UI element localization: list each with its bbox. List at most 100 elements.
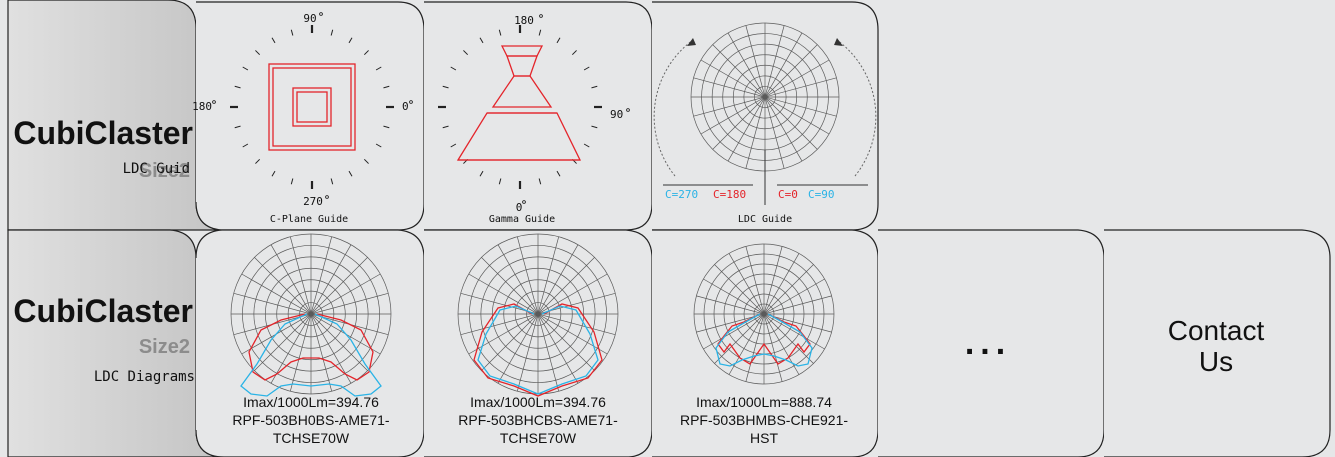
rotation-arrowhead-right — [834, 38, 843, 46]
cplane-deg-top: 90 — [303, 12, 316, 25]
tick-mark — [363, 50, 369, 56]
tick-mark — [234, 125, 241, 129]
polar-center — [761, 311, 767, 317]
tick-mark — [556, 37, 561, 44]
tick-mark — [383, 125, 390, 129]
diagram-3-model-line1: RPF-503BHMBS-CHE921- — [680, 412, 848, 428]
degree-mark — [212, 100, 216, 104]
tick-mark — [290, 29, 294, 36]
ldc-guide-polar-grid — [690, 22, 840, 172]
tick-mark — [242, 66, 249, 71]
tick-mark — [538, 29, 542, 36]
diagram-1-imax: Imax/1000Lm=394.76 — [243, 394, 379, 410]
red-curve — [717, 313, 811, 365]
tick-mark — [450, 66, 457, 71]
tick-mark — [442, 85, 449, 89]
row1: CubiClaster Size2 LDC Guid 90 180 0 270 … — [7, 0, 879, 231]
tick-mark — [348, 37, 353, 44]
row2: CubiClaster Size2 LDC Diagrams Imax/1000… — [7, 229, 1331, 457]
size-label: Size2 — [139, 160, 190, 182]
tick-mark — [571, 50, 577, 56]
tick-mark — [591, 125, 598, 129]
diagram-3-imax: Imax/1000Lm=888.74 — [696, 394, 832, 410]
contact-us-line2: Us — [1199, 346, 1233, 377]
tick-mark — [255, 158, 261, 164]
tick-mark — [479, 37, 484, 44]
size-label: Size2 — [139, 336, 190, 358]
gamma-deg-top: 180 — [514, 14, 534, 27]
title-tab-row2 — [7, 229, 225, 457]
tick-mark — [271, 170, 276, 177]
tick-mark — [498, 178, 502, 185]
section-subtitle: LDC Guid — [123, 161, 190, 177]
cplane-outer-square-inner — [272, 67, 352, 147]
tick-mark — [556, 170, 561, 177]
tick-mark — [583, 143, 590, 148]
tick-mark — [234, 85, 241, 89]
tick-mark — [498, 29, 502, 36]
blue-curve — [715, 313, 813, 367]
cplane-inner-square-inner — [296, 91, 328, 123]
degree-mark — [626, 108, 630, 112]
cplane-caption: C-Plane Guide — [270, 214, 348, 225]
red-curve — [248, 313, 374, 381]
degree-mark — [325, 195, 329, 199]
gamma-deg-right: 90 — [610, 108, 623, 121]
gamma-fixture-ring — [491, 75, 553, 108]
cplane-deg-left: 180 — [192, 100, 212, 113]
diagram-2-imax: Imax/1000Lm=394.76 — [470, 394, 606, 410]
tick-mark — [591, 85, 598, 89]
ldc-diagram-3 — [693, 243, 835, 385]
degree-mark — [539, 14, 543, 18]
gamma-caption: Gamma Guide — [489, 214, 555, 225]
panel-cplane — [195, 1, 425, 231]
cplane-tick-ring — [230, 25, 394, 189]
diagram-3-model-line2: HST — [750, 430, 778, 446]
cplane-inner-square — [292, 87, 332, 127]
contact-us-button[interactable] — [1104, 229, 1331, 457]
red-curve — [473, 303, 603, 397]
cplane-deg-right: 0 — [402, 100, 409, 113]
brand-title: CubiClaster — [13, 115, 193, 151]
degree-mark — [319, 12, 323, 16]
tick-mark — [375, 66, 382, 71]
tick-mark — [450, 143, 457, 148]
tick-mark — [348, 170, 353, 177]
more-ellipsis[interactable]: ... — [965, 324, 1011, 362]
blue-curve — [477, 305, 599, 395]
rotation-arrow-right — [836, 39, 877, 177]
blue-curve — [240, 313, 382, 397]
polar-center — [535, 311, 541, 317]
cplane-outer-square — [268, 63, 356, 151]
cplane-diagram: 90 180 0 270 C-Plane Guide — [192, 12, 413, 225]
ldc-guide-caption: LDC Guide — [738, 214, 792, 225]
tick-mark — [271, 37, 276, 44]
tick-mark — [538, 178, 542, 185]
tick-mark — [242, 143, 249, 148]
ldc-diagram-2 — [457, 233, 619, 397]
c180-label: C=180 — [713, 188, 746, 201]
diagram-1-model-line2: TCHSE70W — [273, 430, 350, 446]
tick-mark — [255, 50, 261, 56]
diagram-2-model-line1: RPF-503BHCBS-AME71- — [458, 412, 618, 428]
c0-label: C=0 — [778, 188, 798, 201]
c90-label: C=90 — [808, 188, 835, 201]
section-subtitle: LDC Diagrams — [94, 369, 195, 385]
gamma-diagram: 180 90 0 Gamma Guide — [438, 14, 630, 225]
polar-center — [762, 94, 768, 100]
tick-mark — [383, 85, 390, 89]
tick-mark — [363, 158, 369, 164]
polar-center — [308, 311, 314, 317]
cplane-deg-bottom: 270 — [303, 195, 323, 208]
tick-mark — [583, 66, 590, 71]
tick-mark — [330, 178, 334, 185]
tick-mark — [290, 178, 294, 185]
brand-title: CubiClaster — [13, 293, 193, 329]
contact-us-line1: Contact — [1168, 315, 1265, 346]
ldc-guide-diagram: C=270 C=180 C=0 C=90 LDC Guide — [653, 22, 877, 225]
rotation-arrow-left — [653, 39, 694, 177]
tick-mark — [479, 170, 484, 177]
tick-mark — [442, 125, 449, 129]
ldc-diagram-1 — [230, 233, 392, 397]
c270-label: C=270 — [665, 188, 698, 201]
